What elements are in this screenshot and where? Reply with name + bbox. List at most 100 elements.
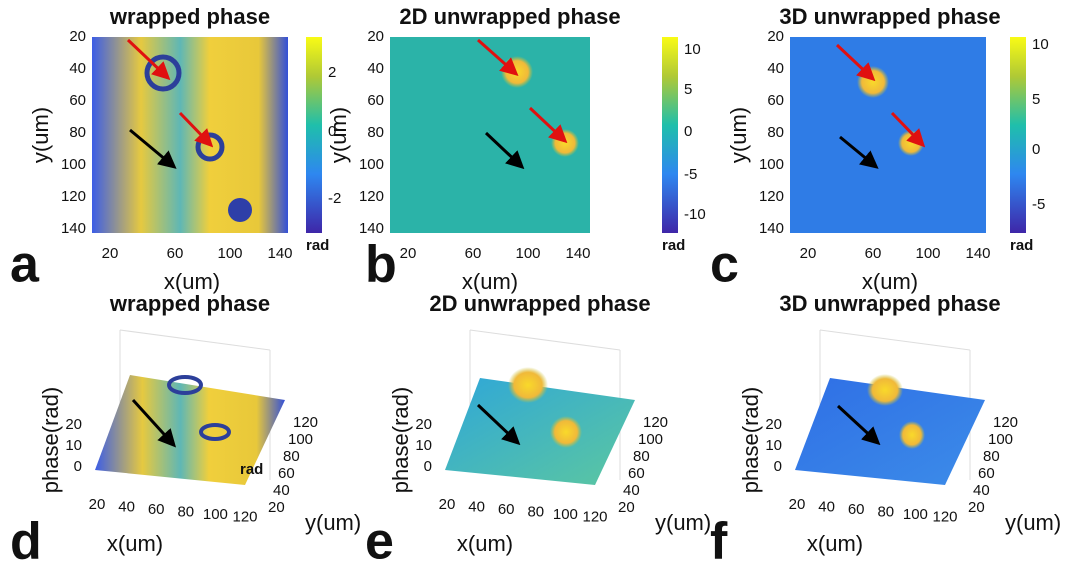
y-tick-label: 120 — [759, 188, 784, 205]
z-tick-label: 20 — [65, 416, 82, 433]
y-tick-label: 100 — [359, 156, 384, 173]
colorbar-tick-label: 5 — [1032, 91, 1040, 108]
colorbar-unit: rad — [1010, 237, 1033, 254]
x-tick-label: 40 — [818, 498, 835, 515]
y-tick-label: 120 — [643, 414, 668, 431]
z-tick-label: 10 — [65, 437, 82, 454]
z-tick-label: 0 — [774, 458, 782, 475]
x-tick-label: 20 — [439, 496, 456, 513]
y-tick-label: 60 — [628, 465, 645, 482]
x-tick-label: 80 — [527, 503, 544, 520]
panel-letter: a — [10, 236, 40, 294]
z-axis-label: phase(rad) — [388, 387, 413, 493]
x-tick-label: 60 — [848, 501, 865, 518]
x-tick-label: 20 — [789, 496, 806, 513]
surface-unit: rad — [240, 461, 263, 478]
y-tick-label: 100 — [759, 156, 784, 173]
y-axis-label: y(um) — [28, 107, 53, 163]
x-tick-label: 100 — [903, 506, 928, 523]
x-tick-label: 140 — [565, 245, 590, 262]
colorbar-tick-label: 5 — [684, 81, 692, 98]
y-tick-label: 40 — [273, 482, 290, 499]
y-axis-label: y(um) — [655, 510, 711, 535]
colorbar — [1010, 37, 1026, 233]
colorbar-unit: rad — [662, 237, 685, 254]
colorbar-tick-label: -10 — [684, 206, 706, 223]
x-tick-label: 120 — [932, 508, 957, 525]
x-tick-label: 140 — [267, 245, 292, 262]
panel-letter: e — [365, 513, 394, 569]
figure: wrapped phase206010014020406080100120140… — [0, 0, 1089, 569]
colorbar — [306, 37, 322, 233]
y-tick-label: 40 — [623, 482, 640, 499]
x-tick-label: 40 — [468, 498, 485, 515]
y-tick-label: 60 — [367, 92, 384, 109]
x-tick-label: 60 — [498, 501, 515, 518]
surface-e — [445, 330, 635, 485]
x-tick-label: 100 — [217, 245, 242, 262]
panel-title: wrapped phase — [109, 291, 270, 316]
y-tick-label: 100 — [988, 431, 1013, 448]
panel-letter: d — [10, 513, 42, 569]
x-tick-label: 100 — [553, 506, 578, 523]
colorbar-tick-label: 10 — [684, 41, 701, 58]
x-tick-label: 60 — [865, 245, 882, 262]
x-tick-label: 20 — [89, 496, 106, 513]
colorbar-tick-label: 0 — [684, 123, 692, 140]
colorbar-tick-label: -2 — [328, 190, 341, 207]
image-b — [390, 37, 590, 233]
y-tick-label: 80 — [69, 124, 86, 141]
y-tick-label: 80 — [283, 448, 300, 465]
y-tick-label: 100 — [638, 431, 663, 448]
y-tick-label: 80 — [983, 448, 1000, 465]
image-c — [790, 37, 986, 233]
x-axis-label: x(um) — [807, 531, 863, 556]
y-tick-label: 100 — [288, 431, 313, 448]
panel-title: 2D unwrapped phase — [399, 4, 620, 29]
x-tick-label: 120 — [232, 508, 257, 525]
z-tick-label: 20 — [415, 416, 432, 433]
x-axis-label: x(um) — [457, 531, 513, 556]
y-tick-label: 40 — [367, 60, 384, 77]
panel-letter: c — [710, 236, 739, 294]
y-tick-label: 60 — [767, 92, 784, 109]
y-tick-label: 120 — [993, 414, 1018, 431]
y-axis-label: y(um) — [326, 107, 351, 163]
z-tick-label: 20 — [765, 416, 782, 433]
y-axis-label: y(um) — [1005, 510, 1061, 535]
panel-letter: b — [365, 236, 397, 294]
x-tick-label: 100 — [915, 245, 940, 262]
panel-title: 3D unwrapped phase — [779, 4, 1000, 29]
y-tick-label: 60 — [69, 92, 86, 109]
y-tick-label: 20 — [767, 28, 784, 45]
z-tick-label: 0 — [424, 458, 432, 475]
z-axis-label: phase(rad) — [738, 387, 763, 493]
y-tick-label: 60 — [278, 465, 295, 482]
y-tick-label: 120 — [293, 414, 318, 431]
x-tick-label: 60 — [465, 245, 482, 262]
y-tick-label: 20 — [69, 28, 86, 45]
x-tick-label: 120 — [582, 508, 607, 525]
panel-title: 2D unwrapped phase — [429, 291, 650, 316]
x-tick-label: 60 — [148, 501, 165, 518]
y-tick-label: 40 — [973, 482, 990, 499]
y-tick-label: 140 — [359, 220, 384, 237]
z-tick-label: 10 — [765, 437, 782, 454]
panel-letter: f — [710, 513, 728, 569]
z-tick-label: 0 — [74, 458, 82, 475]
z-tick-label: 10 — [415, 437, 432, 454]
colorbar-tick-label: 10 — [1032, 36, 1049, 53]
y-tick-label: 20 — [618, 499, 635, 516]
y-tick-label: 120 — [61, 188, 86, 205]
y-tick-label: 100 — [61, 156, 86, 173]
y-tick-label: 40 — [69, 60, 86, 77]
colorbar-tick-label: 2 — [328, 64, 336, 81]
y-tick-label: 140 — [61, 220, 86, 237]
x-tick-label: 100 — [515, 245, 540, 262]
x-tick-label: 80 — [877, 503, 894, 520]
y-tick-label: 80 — [367, 124, 384, 141]
x-tick-label: 80 — [177, 503, 194, 520]
panel-title: 3D unwrapped phase — [779, 291, 1000, 316]
x-tick-label: 20 — [800, 245, 817, 262]
y-axis-label: y(um) — [305, 510, 361, 535]
